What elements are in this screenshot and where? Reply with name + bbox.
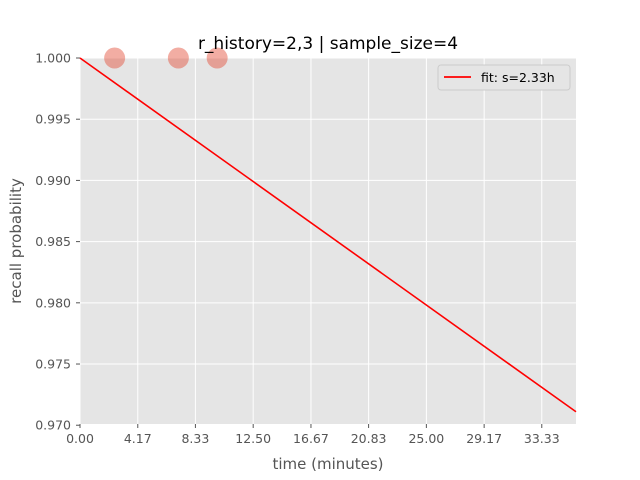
y-axis-label: recall probability [7, 178, 25, 304]
x-tick-label: 16.67 [293, 431, 329, 446]
y-tick-label: 0.970 [35, 418, 71, 433]
x-tick-label: 4.17 [124, 431, 152, 446]
y-axis: 0.970 0.975 0.980 0.985 0.990 0.995 1.000 [35, 51, 80, 433]
fit-line [79, 57, 577, 413]
data-points [104, 47, 228, 69]
legend-box [437, 64, 571, 91]
x-axis-label: time (minutes) [272, 455, 383, 473]
x-tick-label: 12.50 [235, 431, 271, 446]
y-tick-label: 0.985 [35, 234, 71, 249]
x-tick-label: 20.83 [351, 431, 387, 446]
y-tick-label: 1.000 [35, 51, 71, 66]
gridlines [79, 57, 576, 426]
data-point [206, 47, 228, 69]
x-axis: 0.00 4.17 8.33 12.50 16.67 20.83 25.00 29.17 33.… [66, 424, 560, 446]
fit-lines [79, 57, 577, 413]
legend: fit: s=2.33h [437, 64, 571, 91]
y-tick-label: 0.980 [35, 295, 71, 310]
y-tick-label: 0.990 [35, 173, 71, 188]
y-tick-label: 0.975 [35, 357, 71, 372]
data-point [104, 47, 126, 69]
x-tick-label: 8.33 [181, 431, 209, 446]
plot-area [80, 58, 576, 424]
chart-title: r_history=2,3 | sample_size=4 [198, 34, 458, 54]
legend-label: fit: s=2.33h [481, 70, 555, 85]
x-tick-label: 0.00 [66, 431, 94, 446]
data-point [167, 47, 189, 69]
x-tick-label: 33.33 [524, 431, 560, 446]
x-tick-label: 25.00 [408, 431, 444, 446]
x-tick-label: 29.17 [466, 431, 502, 446]
y-tick-label: 0.995 [35, 112, 71, 127]
